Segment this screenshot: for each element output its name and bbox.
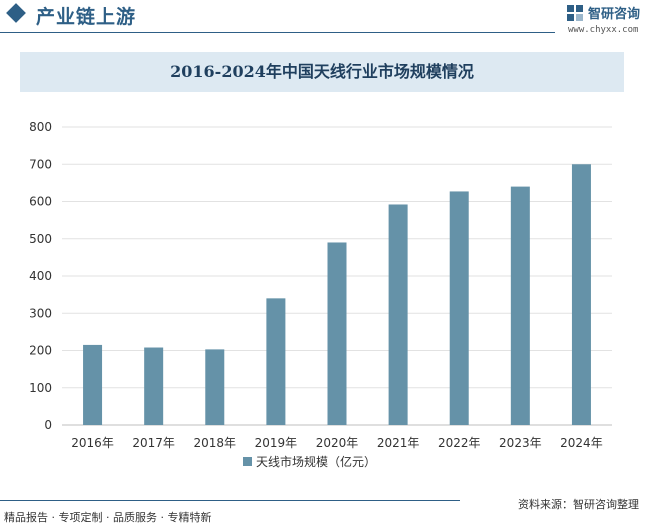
bar [205, 349, 225, 425]
header: 产业链上游 智研咨询 www.chyxx.com [0, 0, 645, 40]
chart-title-band: 2016-2024年中国天线行业市场规模情况 [20, 52, 624, 92]
y-tick-label: 200 [29, 344, 52, 358]
y-tick-label: 600 [29, 195, 52, 209]
section-title: 产业链上游 [36, 6, 137, 28]
bar [510, 186, 530, 425]
x-tick-label: 2017年 [132, 436, 175, 450]
y-tick-label: 800 [29, 120, 52, 134]
y-tick-label: 500 [29, 232, 52, 246]
footer-source: 资料来源：智研咨询整理 [518, 498, 639, 511]
bar-chart: 0 100 200 300 400 500 600 700 800 2016年 2017年 2018年… [29, 120, 612, 469]
header-divider [0, 32, 555, 33]
y-tick-label: 700 [29, 157, 52, 171]
x-tick-label: 2020年 [316, 436, 359, 450]
y-tick-label: 400 [29, 269, 52, 283]
x-tick-label: 2021年 [377, 436, 420, 450]
y-tick-label: 300 [29, 306, 52, 320]
brand-url: www.chyxx.com [568, 25, 639, 35]
bar [388, 204, 408, 425]
chart-title: 2016-2024年中国天线行业市场规模情况 [170, 62, 474, 81]
x-tick-label: 2022年 [438, 436, 481, 450]
footer-divider [0, 500, 460, 501]
brand-name: 智研咨询 [588, 7, 641, 22]
x-tick-label: 2019年 [255, 436, 298, 450]
bar [327, 242, 347, 425]
bar [449, 191, 469, 425]
brand-logo-icon [567, 5, 583, 21]
bar [571, 164, 591, 425]
x-tick-label: 2024年 [560, 436, 603, 450]
bar [266, 298, 286, 425]
legend-swatch [243, 457, 252, 466]
bar [144, 347, 164, 425]
y-tick-label: 0 [44, 418, 52, 432]
legend-label: 天线市场规模（亿元） [256, 454, 376, 469]
x-tick-label: 2018年 [194, 436, 237, 450]
x-tick-label: 2023年 [499, 436, 542, 450]
bar [83, 344, 103, 425]
footer-tagline: 精品报告 · 专项定制 · 品质服务 · 专精特新 [4, 511, 212, 524]
x-tick-label: 2016年 [71, 436, 114, 450]
y-tick-label: 100 [29, 381, 52, 395]
